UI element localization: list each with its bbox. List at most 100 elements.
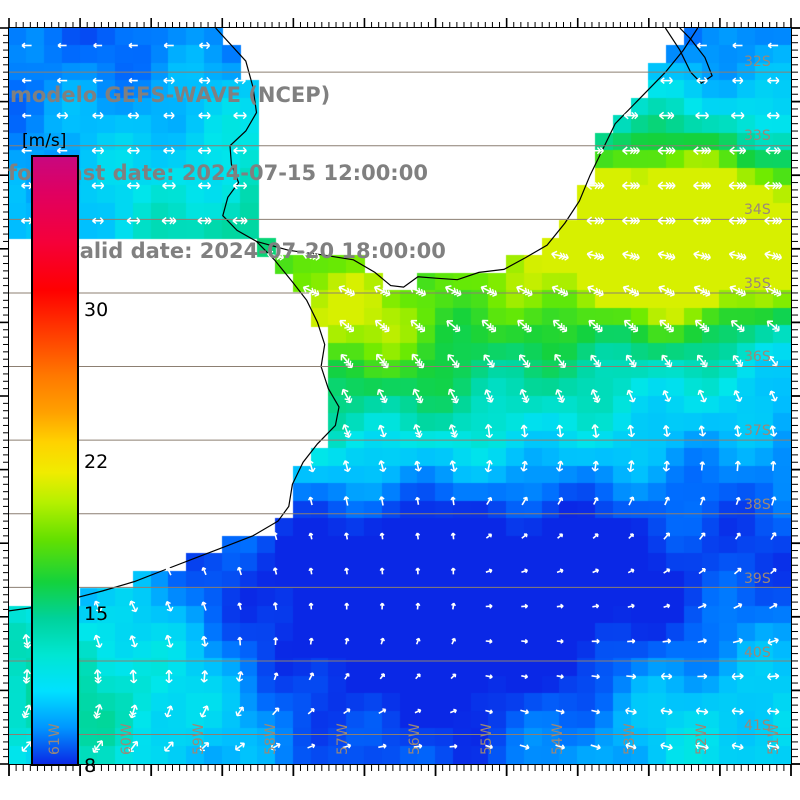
wind-barb <box>517 319 532 333</box>
lat-label-35S: 35S <box>744 275 771 292</box>
wind-barb <box>21 77 32 84</box>
wind-barb <box>730 111 745 120</box>
wind-barb <box>693 146 712 155</box>
wind-barb <box>450 496 456 506</box>
wind-barb <box>590 354 602 368</box>
wind-barb <box>413 424 423 439</box>
wind-barb <box>411 353 425 369</box>
wind-barb <box>444 285 462 297</box>
wind-barb <box>449 708 457 714</box>
wind-barb <box>485 568 493 574</box>
wind-barb <box>162 182 176 190</box>
wind-barb <box>699 461 706 471</box>
wind-barb <box>409 285 427 297</box>
wind-barb <box>93 703 103 719</box>
wind-barb <box>21 704 32 719</box>
wind-barb <box>307 708 315 715</box>
wind-barb <box>766 111 780 120</box>
wind-barb <box>93 42 103 49</box>
wind-barb <box>768 355 779 367</box>
wind-barb <box>693 250 711 261</box>
wind-barb <box>521 674 529 680</box>
wind-barb <box>728 250 747 261</box>
wind-barb <box>342 423 352 439</box>
wind-barb <box>557 497 564 505</box>
wind-barb <box>732 637 743 644</box>
wind-barb <box>93 669 102 684</box>
wind-barb <box>379 602 385 610</box>
wind-barb <box>660 742 673 751</box>
wind-barb <box>729 146 747 155</box>
wind-barb <box>201 566 207 576</box>
wind-barb <box>662 638 672 644</box>
wind-barb <box>555 744 566 750</box>
wind-barb <box>199 742 210 752</box>
wind-barb <box>659 319 674 333</box>
wind-barb <box>308 567 314 575</box>
wind-barb <box>446 320 461 333</box>
wind-barb <box>235 670 244 682</box>
wind-barb <box>165 600 174 612</box>
wind-barb <box>343 496 350 506</box>
wind-barb <box>233 147 247 155</box>
lat-label-36S: 36S <box>744 349 771 366</box>
wind-barb <box>198 111 211 120</box>
wind-barb <box>341 388 353 404</box>
wind-barb <box>22 633 32 649</box>
wind-barb <box>771 496 777 506</box>
wind-barb <box>628 496 635 506</box>
wind-barb <box>693 216 712 226</box>
wind-barb <box>591 709 601 715</box>
wind-barb <box>592 603 600 609</box>
wind-barb <box>340 353 354 369</box>
lon-label-54W: 54W <box>550 723 567 755</box>
wind-barb <box>235 706 245 717</box>
lon-label-58W: 58W <box>262 723 279 755</box>
wind-barb <box>308 496 314 506</box>
wind-barb <box>484 459 493 473</box>
wind-barb <box>128 740 139 753</box>
wind-barb <box>307 743 316 749</box>
wind-barb <box>693 285 711 297</box>
wind-barb <box>627 638 636 644</box>
coastline-uruguay-brazil <box>215 28 699 288</box>
wind-barb <box>272 602 278 611</box>
wind-barb <box>626 673 637 680</box>
wind-barb <box>273 637 279 646</box>
wind-barb <box>591 638 600 644</box>
wind-barb <box>91 147 105 155</box>
wind-barb <box>698 425 707 437</box>
wind-barb <box>627 568 635 574</box>
wind-barb <box>767 637 779 646</box>
wind-barb <box>450 567 456 575</box>
wind-barb <box>415 673 421 680</box>
wind-barb <box>308 602 314 610</box>
lon-label-51W: 51W <box>766 723 783 755</box>
lon-label-53W: 53W <box>622 723 639 755</box>
wind-barb <box>732 42 743 49</box>
wind-barb <box>590 744 601 751</box>
wind-barb <box>766 742 780 751</box>
wind-barb <box>733 567 742 575</box>
wind-barb <box>586 250 605 261</box>
wind-barb <box>128 77 138 84</box>
wind-barb <box>627 603 635 609</box>
wind-barb <box>414 496 421 505</box>
wind-barb <box>622 146 640 155</box>
wind-barb <box>373 285 391 297</box>
wind-barb <box>232 182 248 190</box>
wind-barb <box>56 111 69 120</box>
wind-barb <box>449 460 458 473</box>
wind-barb <box>56 147 68 154</box>
wind-barb <box>695 742 709 751</box>
wind-barb <box>520 709 530 715</box>
wind-barb <box>623 319 639 333</box>
wind-barb <box>56 77 68 84</box>
wind-barb <box>658 285 675 297</box>
wind-barb <box>767 42 779 49</box>
wind-barb <box>376 353 389 369</box>
wind-barb <box>200 670 209 683</box>
wind-barb <box>273 672 279 681</box>
colorbar[interactable] <box>31 155 79 766</box>
wind-barb <box>380 637 385 645</box>
